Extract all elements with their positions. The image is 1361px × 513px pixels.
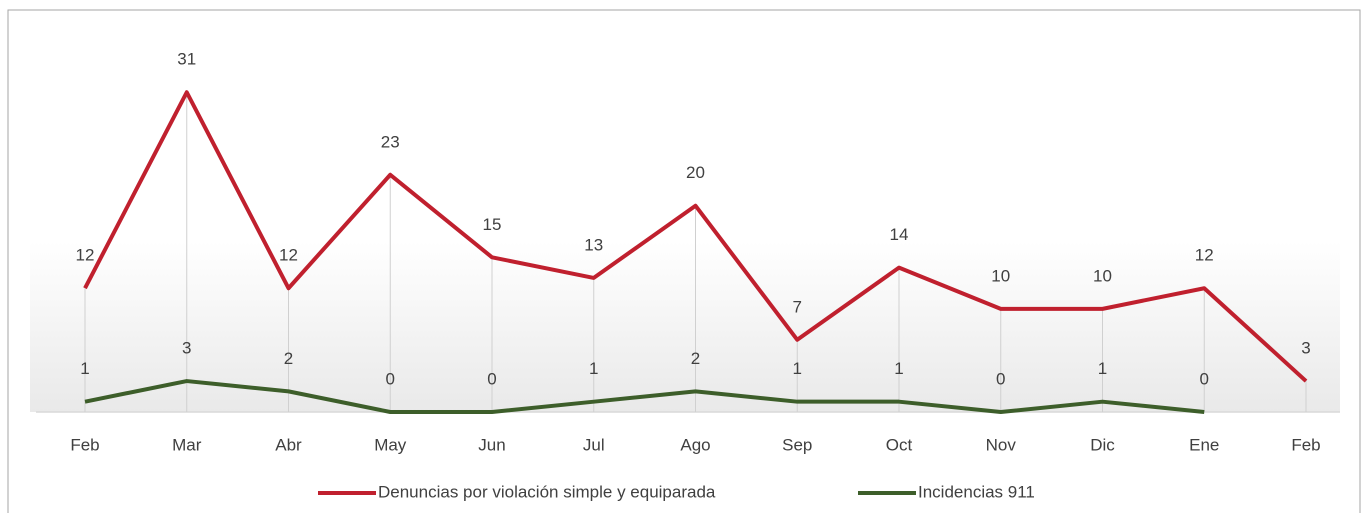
data-label: 1 [1098,359,1107,378]
data-label: 10 [1093,266,1112,285]
data-label: 3 [1301,339,1310,358]
data-label: 14 [890,225,909,244]
data-label: 0 [487,369,496,388]
data-label: 12 [1195,246,1214,265]
x-tick-label: Oct [886,435,913,454]
plot-background [30,150,1340,412]
data-label: 12 [76,246,95,265]
x-tick-label: Sep [782,435,812,454]
x-tick-label: Mar [172,435,202,454]
data-label: 2 [691,349,700,368]
x-tick-label: Dic [1090,435,1115,454]
data-label: 0 [1200,369,1209,388]
data-label: 1 [80,359,89,378]
x-tick-label: Feb [70,435,99,454]
data-label: 1 [589,359,598,378]
data-label: 7 [793,297,802,316]
data-label: 31 [177,50,196,69]
x-tick-label: Ago [680,435,710,454]
legend-label: Denuncias por violación simple y equipar… [378,482,716,501]
data-label: 1 [894,359,903,378]
x-tick-label: Abr [275,435,302,454]
x-tick-label: May [374,435,407,454]
data-label: 15 [483,215,502,234]
x-tick-label: Ene [1189,435,1219,454]
data-label: 1 [793,359,802,378]
data-label: 23 [381,132,400,151]
x-tick-label: Jun [478,435,505,454]
data-label: 13 [584,235,603,254]
x-tick-label: Jul [583,435,605,454]
data-label: 12 [279,246,298,265]
data-label: 0 [386,369,395,388]
data-label: 20 [686,163,705,182]
x-tick-label: Feb [1291,435,1320,454]
data-label: 10 [991,266,1010,285]
legend-label: Incidencias 911 [918,482,1035,501]
series-line [84,379,1205,414]
data-label: 3 [182,339,191,358]
series-line [83,90,1308,383]
data-label: 2 [284,349,293,368]
x-tick-label: Nov [986,435,1017,454]
data-label: 0 [996,369,1005,388]
